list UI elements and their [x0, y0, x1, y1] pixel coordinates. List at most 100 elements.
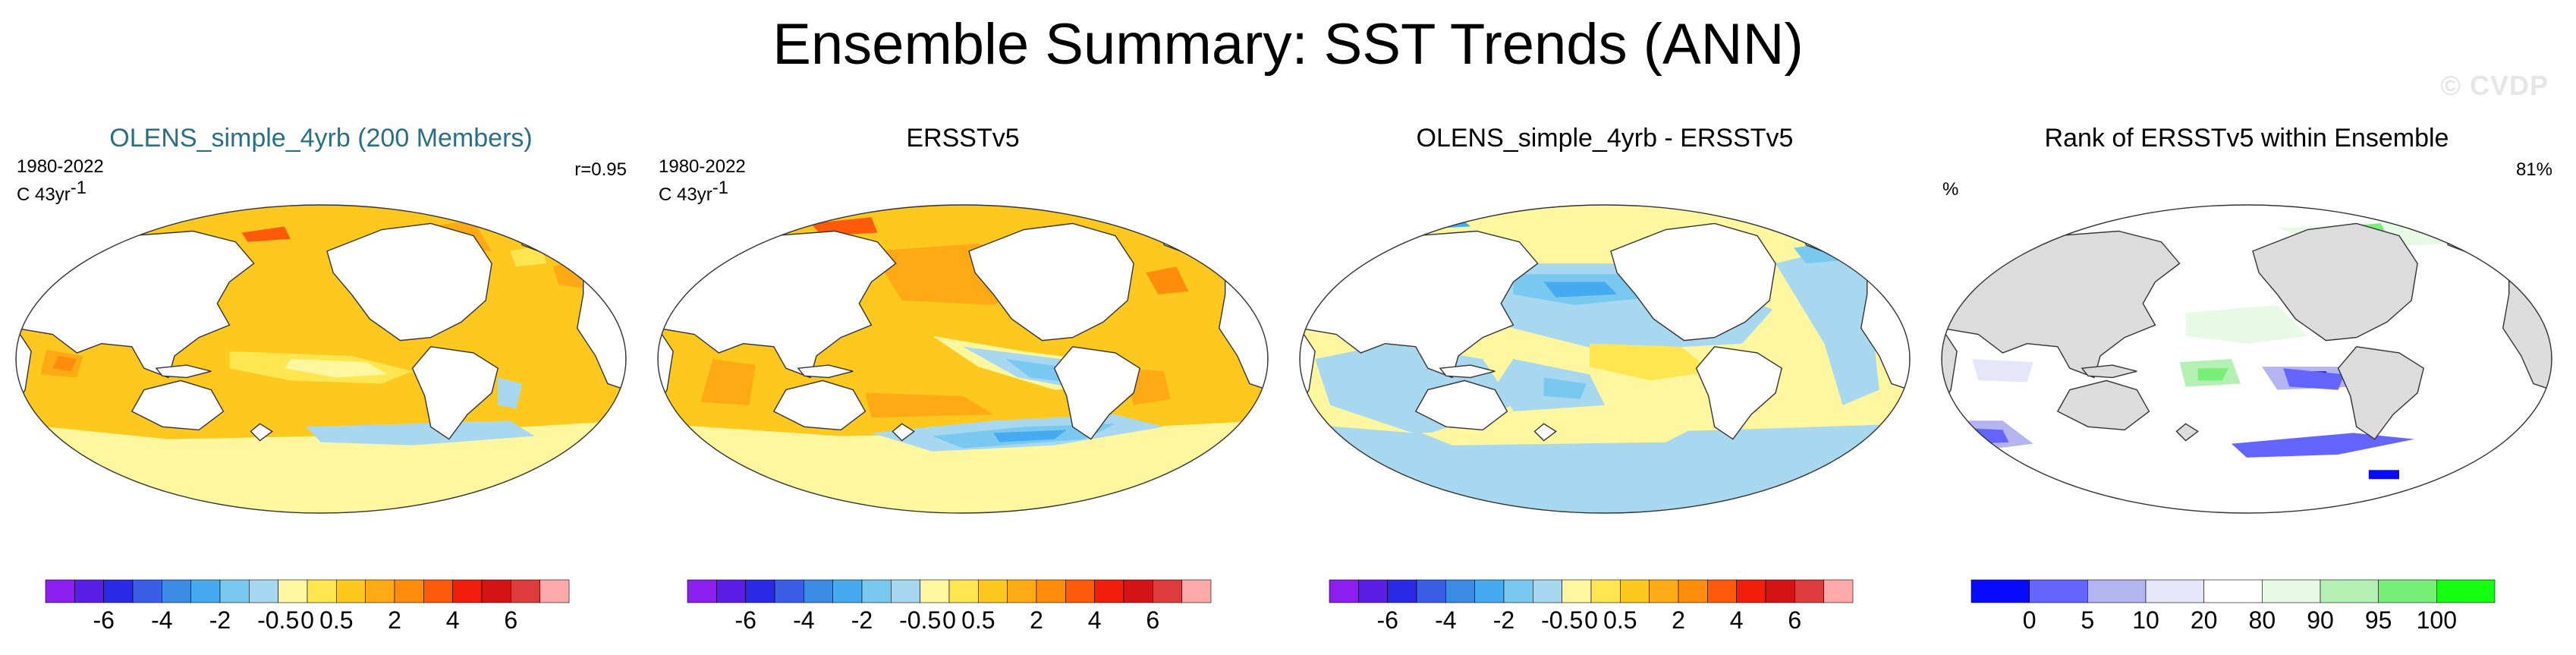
- panel-period-units: 1980-2022 C 43yr-1: [659, 156, 746, 206]
- sst-field: [1300, 205, 1910, 513]
- colorbar-tick-label: -4: [1435, 606, 1456, 634]
- land-mass: [772, 379, 867, 431]
- panel-difference: OLENS_simple_4yrb - ERSSTv5 -6 -4 -2 -0.5 0 0…: [1284, 114, 1926, 655]
- field-patch: [52, 355, 77, 372]
- colorbar-box: [1007, 579, 1037, 603]
- colorbar-box: [1358, 579, 1388, 603]
- colorbar-tick-label: 10: [2132, 606, 2159, 634]
- land-mass: [1533, 423, 1557, 442]
- colorbar-box: [1707, 579, 1737, 603]
- map-boundary: [15, 204, 627, 514]
- colorbar-box: [1329, 579, 1359, 603]
- colorbar-box: [891, 579, 920, 603]
- land-mass: [2081, 364, 2137, 379]
- colorbar-box: [1765, 579, 1795, 603]
- colorbar-tick-label: 2: [388, 606, 401, 634]
- colorbar-box: [1445, 579, 1475, 603]
- colorbar-tick-label: -2: [1493, 606, 1514, 634]
- colorbar-tick-label: 6: [1146, 606, 1159, 634]
- colorbar-box: [832, 579, 863, 603]
- colorbar-box: [162, 579, 191, 603]
- field-patch: [241, 226, 291, 242]
- colorbar-tick-label: 90: [2307, 606, 2334, 634]
- land-mass: [411, 346, 499, 440]
- land-mass: [2056, 379, 2150, 431]
- map-boundary: [1941, 204, 2552, 514]
- land-mass: [2252, 222, 2418, 342]
- field-patch: [305, 420, 535, 446]
- colorbar-box: [452, 579, 483, 603]
- map-boundary: [1299, 204, 1911, 514]
- period-label: 1980-2022: [659, 156, 746, 177]
- field-patch: [1543, 282, 1618, 298]
- field-patch: [1300, 424, 1910, 513]
- colorbar-box: [423, 579, 453, 603]
- sst-field: [16, 205, 626, 513]
- colorbar-tick-label: -0.5: [1541, 606, 1583, 634]
- panel-title: Rank of ERSSTv5 within Ensemble: [2044, 124, 2449, 153]
- land-mass: [797, 364, 854, 379]
- colorbar-tick-label: -4: [793, 606, 814, 634]
- land-mass: [1610, 222, 1776, 342]
- colorbar-box: [1590, 579, 1621, 603]
- land-mass: [131, 379, 225, 431]
- colorbar-tick-label: -6: [93, 606, 114, 634]
- field-patch: [1391, 211, 1471, 230]
- land-mass: [1439, 364, 1496, 379]
- panel-title: OLENS_simple_4yrb (200 Members): [109, 124, 533, 153]
- colorbar-tick-label: 5: [2081, 606, 2094, 634]
- colorbar-box: [1794, 579, 1824, 603]
- colorbar-box: [687, 579, 717, 603]
- field-patch: [658, 420, 1268, 513]
- land-mass: [155, 364, 212, 379]
- colorbar-box: [1065, 579, 1095, 603]
- colorbar-tick-label: 0.5: [319, 606, 353, 634]
- field-patch: [1146, 266, 1189, 294]
- field-patch: [865, 392, 994, 418]
- field-patch: [498, 377, 523, 408]
- colorbar-box: [948, 579, 979, 603]
- colorbar-tick-label: 4: [446, 606, 460, 634]
- colorbar: -6 -4 -2 -0.5 0 0.5 2 4 6: [45, 579, 570, 634]
- colorbar-box: [1503, 579, 1533, 603]
- land-mass: [1053, 346, 1141, 440]
- field-patch: [1972, 359, 2033, 383]
- colorbar-tick-label: -4: [151, 606, 172, 634]
- land-mass: [2337, 346, 2425, 440]
- colorbar-tick-label: -2: [209, 606, 231, 634]
- colorbar-box: [539, 579, 570, 603]
- colorbar-box: [1036, 579, 1066, 603]
- colorbar-box: [804, 579, 833, 603]
- field-patch: [810, 217, 878, 236]
- colorbar-box: [2145, 579, 2204, 603]
- field-patch: [2231, 433, 2415, 458]
- colorbar-box: [1094, 579, 1124, 603]
- land-mass: [968, 222, 1134, 342]
- colorbar-box: [745, 579, 775, 603]
- colorbar-box: [1153, 579, 1182, 603]
- colorbar-box: [249, 579, 278, 603]
- colorbar-tick-label: 20: [2191, 606, 2218, 634]
- colorbar: 0 5 10 20 80 90 95 100: [1971, 579, 2496, 634]
- field-patch: [16, 420, 626, 513]
- colorbar-box: [278, 579, 308, 603]
- land-mass: [2175, 423, 2199, 442]
- colorbar-box: [1620, 579, 1650, 603]
- panel-obs-trend: ERSSTv5 1980-2022 C 43yr-1 -6 -4 -2 -0.5 0 0.…: [642, 114, 1284, 655]
- cvdp-watermark: © CVDP: [2440, 70, 2549, 101]
- colorbar-tick-label: 0: [1584, 606, 1598, 634]
- correlation-label: r=0.95: [574, 159, 627, 180]
- colorbar-tick-label: 2: [1672, 606, 1685, 634]
- colorbar-box: [394, 579, 424, 603]
- global-map: [1299, 204, 1911, 514]
- colorbar-box: [511, 579, 540, 603]
- field-patch: [1543, 377, 1587, 399]
- colorbar-tick-label: 2: [1030, 606, 1043, 634]
- figure-title: Ensemble Summary: SST Trends (ANN): [772, 12, 1804, 77]
- rank-percent-label: 81%: [2515, 159, 2552, 180]
- colorbar: -6 -4 -2 -0.5 0 0.5 2 4 6: [1329, 579, 1854, 634]
- colorbar-box: [219, 579, 250, 603]
- colorbar-box: [132, 579, 162, 603]
- colorbar-box: [2378, 579, 2437, 603]
- colorbar-box: [2320, 579, 2379, 603]
